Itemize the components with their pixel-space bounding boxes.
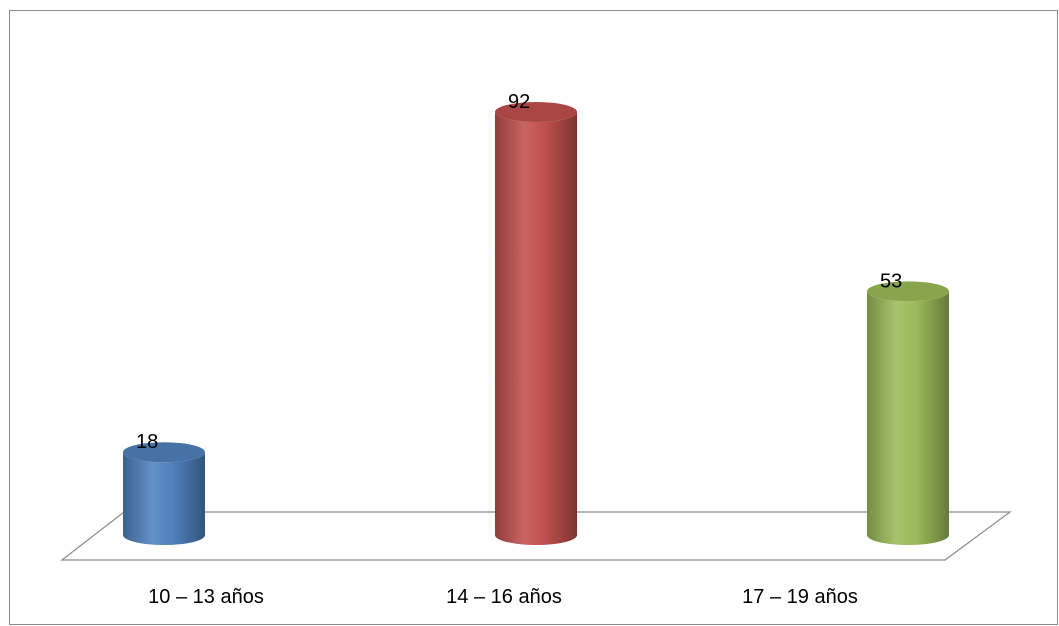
- bar-2: [495, 112, 577, 545]
- bar-1: [123, 452, 205, 545]
- bar-top-3: [867, 281, 949, 302]
- bar-top-1: [123, 442, 205, 463]
- data-label-3: 53: [880, 270, 902, 292]
- data-labels-group: 18 92 53: [136, 91, 902, 453]
- bars-group: [123, 102, 949, 545]
- category-labels-group: 10 – 13 años 14 – 16 años 17 – 19 años: [148, 586, 858, 608]
- data-label-2: 92: [508, 91, 530, 113]
- bar-top-2: [495, 102, 577, 122]
- x-tick-label-1: 10 – 13 años: [148, 586, 264, 608]
- bar-3: [867, 291, 949, 545]
- data-label-1: 18: [136, 431, 158, 453]
- x-tick-label-2: 14 – 16 años: [446, 586, 562, 608]
- x-tick-label-3: 17 – 19 años: [742, 586, 858, 608]
